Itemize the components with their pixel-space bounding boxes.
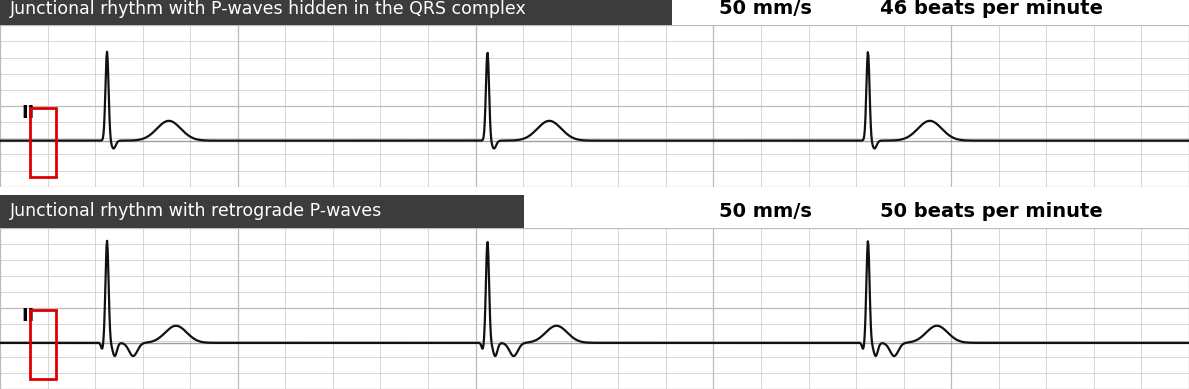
Text: II: II	[21, 104, 34, 123]
Bar	[0, 0, 672, 25]
Bar	[0, 194, 524, 228]
Text: II: II	[21, 307, 34, 325]
Text: Junctional rhythm with P-waves hidden in the QRS complex: Junctional rhythm with P-waves hidden in…	[10, 0, 527, 18]
Text: 50 mm/s: 50 mm/s	[719, 202, 812, 221]
Text: 50 mm/s: 50 mm/s	[719, 0, 812, 18]
Bar	[30, 108, 56, 177]
Text: 46 beats per minute: 46 beats per minute	[880, 0, 1103, 18]
Text: Junctional rhythm with retrograde P-waves: Junctional rhythm with retrograde P-wave…	[10, 202, 382, 220]
Text: 50 beats per minute: 50 beats per minute	[880, 202, 1102, 221]
Bar	[30, 310, 56, 379]
